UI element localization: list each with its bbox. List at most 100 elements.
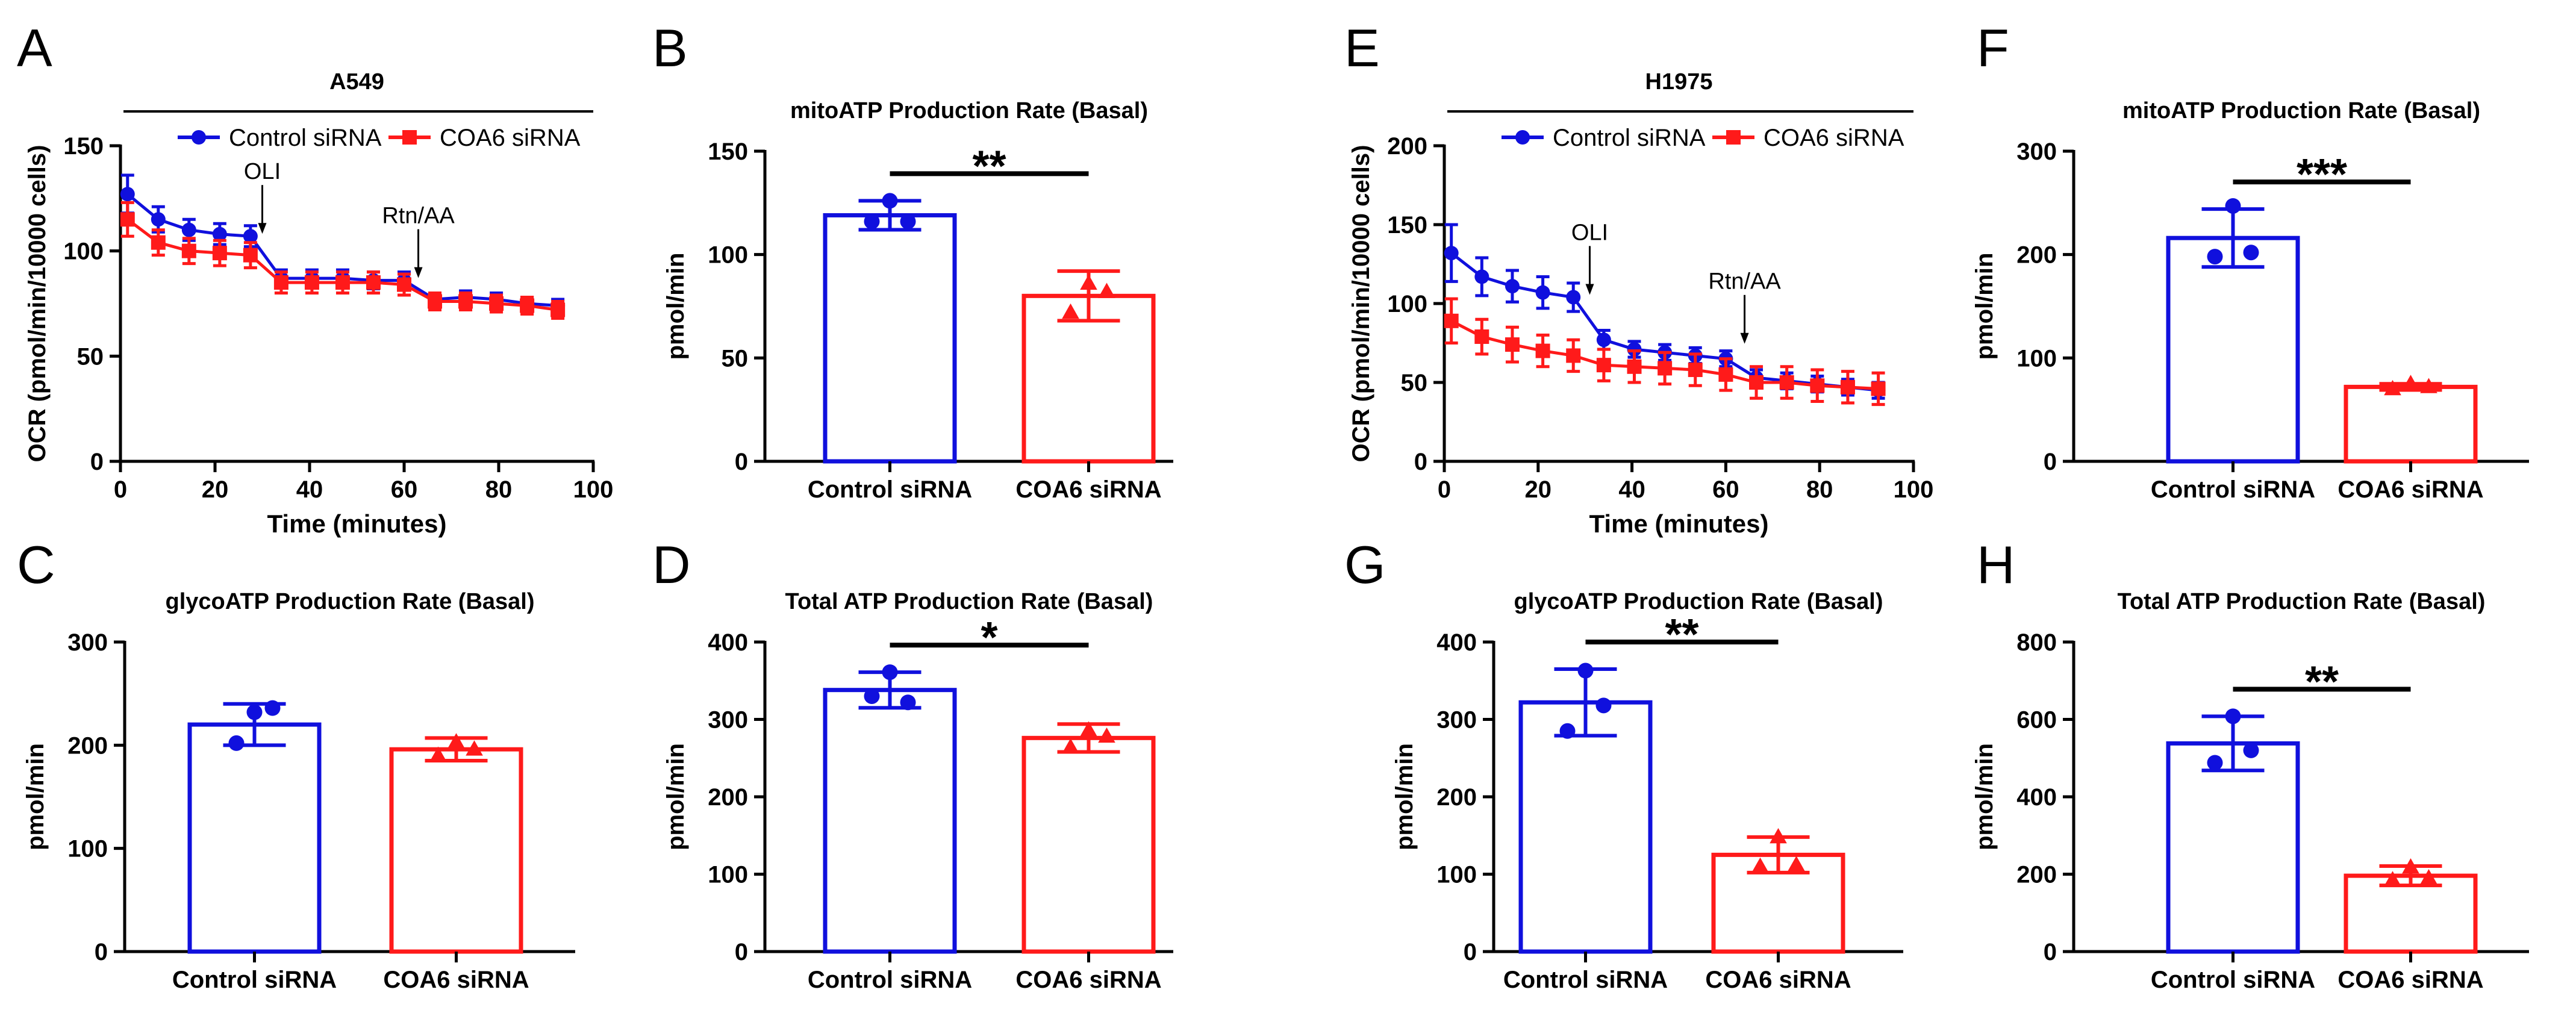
y-tick-label: 150 [1387, 212, 1427, 238]
panel-letter: F [1977, 18, 2009, 78]
data-point [520, 298, 535, 313]
y-axis-label: pmol/min [1971, 253, 1998, 360]
data-point [181, 243, 196, 258]
replicate-point [882, 664, 898, 681]
replicate-point [1751, 857, 1769, 873]
y-tick-label: 100 [1436, 862, 1477, 888]
y-axis-label: pmol/min [663, 743, 689, 850]
legend-marker [1515, 130, 1530, 145]
y-tick-label: 50 [722, 345, 749, 372]
chart-title: mitoATP Production Rate (Basal) [790, 98, 1148, 123]
replicate-point [864, 213, 880, 229]
legend-label: Control siRNA [1553, 125, 1706, 151]
replicate-point [900, 213, 916, 229]
replicate-point [1770, 828, 1787, 844]
y-tick-label: 600 [2016, 707, 2057, 734]
bar [2166, 741, 2300, 954]
replicate-point [429, 746, 447, 762]
panel-letter: D [652, 535, 691, 594]
replicate-point [864, 688, 880, 704]
x-tick-label: COA6 siRNA [1015, 967, 1161, 993]
panel-h: H 0 200 400 600 800 pmol/min Total ATP Producti… [1971, 535, 2529, 993]
y-tick-label: 200 [2016, 862, 2057, 888]
replicate-point [2225, 198, 2241, 214]
legend-marker [1726, 130, 1741, 145]
data-point [120, 187, 135, 202]
panel-letter: B [652, 18, 688, 78]
y-tick-label: 400 [1436, 629, 1477, 656]
replicate-point [1062, 738, 1079, 754]
data-point [1596, 358, 1611, 373]
y-tick-label: 100 [63, 238, 104, 265]
y-tick-label: 0 [2044, 449, 2057, 475]
replicate-point [1559, 723, 1576, 739]
cell-line-label: A549 [329, 69, 384, 95]
y-tick-label: 400 [708, 629, 748, 656]
significance-stars: ** [972, 142, 1006, 190]
panel-letter: G [1344, 535, 1385, 594]
x-tick-label: 20 [202, 476, 229, 503]
data-point [1505, 337, 1520, 352]
y-tick-label: 0 [735, 449, 748, 475]
annotation-arrowhead [1585, 284, 1594, 295]
data-point [304, 275, 319, 290]
y-axis-label: pmol/min [1971, 743, 1998, 850]
annotation-arrowhead [258, 223, 267, 234]
x-tick-label: Control siRNA [1503, 967, 1668, 993]
data-point [489, 296, 504, 311]
data-point [1749, 375, 1764, 390]
significance-stars: ** [2305, 658, 2339, 706]
panel-letter: A [17, 18, 52, 78]
data-point [243, 248, 258, 263]
data-point [120, 212, 135, 227]
y-tick-label: 0 [1464, 939, 1477, 965]
replicate-point [882, 193, 898, 209]
replicate-point [1062, 303, 1079, 319]
chart-title: glycoATP Production Rate (Basal) [1514, 589, 1883, 614]
data-point [1840, 379, 1855, 394]
replicate-point [2207, 249, 2223, 265]
panel-c: C 0 100 200 300 pmol/min glycoATP Production R… [17, 535, 575, 993]
x-tick-label: 80 [1806, 476, 1833, 503]
bar [2166, 235, 2300, 464]
legend-marker [192, 130, 206, 145]
y-tick-label: 0 [1414, 449, 1427, 475]
replicate-point [2402, 375, 2419, 390]
data-point [335, 275, 350, 290]
x-tick-label: Control siRNA [808, 967, 972, 993]
replicate-point [1577, 662, 1594, 679]
x-tick-label: COA6 siRNA [1015, 476, 1161, 503]
data-point [1688, 363, 1703, 378]
y-tick-label: 0 [95, 939, 108, 965]
data-point [1871, 381, 1886, 396]
y-tick-label: 100 [67, 836, 108, 862]
x-tick-label: 0 [114, 476, 127, 503]
replicate-point [2243, 742, 2259, 758]
data-point [151, 235, 166, 250]
replicate-point [1080, 274, 1097, 290]
annotation-arrowhead [1740, 332, 1749, 344]
data-point [212, 246, 227, 261]
y-tick-label: 400 [2016, 784, 2057, 811]
significance-stars: *** [2297, 151, 2347, 199]
y-tick-label: 100 [1387, 291, 1427, 317]
replicate-point [1595, 697, 1612, 714]
annotation-label: OLI [244, 159, 281, 184]
x-tick-label: Control siRNA [2151, 967, 2315, 993]
data-point [1535, 343, 1550, 358]
replicate-point [900, 694, 916, 711]
panel-f: F 0 100 200 300 pmol/min mitoATP Production Ra… [1971, 18, 2529, 503]
replicate-point [264, 700, 281, 716]
replicate-point [1080, 721, 1097, 737]
y-tick-label: 300 [708, 707, 748, 734]
replicate-point [2207, 755, 2223, 771]
y-tick-label: 200 [1387, 133, 1427, 160]
x-tick-label: 60 [391, 476, 418, 503]
chart-title: mitoATP Production Rate (Basal) [2122, 98, 2480, 123]
data-point [1566, 348, 1581, 363]
y-axis-label: pmol/min [22, 743, 49, 850]
x-tick-label: 60 [1712, 476, 1739, 503]
panel-b: B 0 50 100 150 pmol/min mitoATP Production Rat… [652, 18, 1173, 503]
y-tick-label: 300 [2016, 139, 2057, 165]
